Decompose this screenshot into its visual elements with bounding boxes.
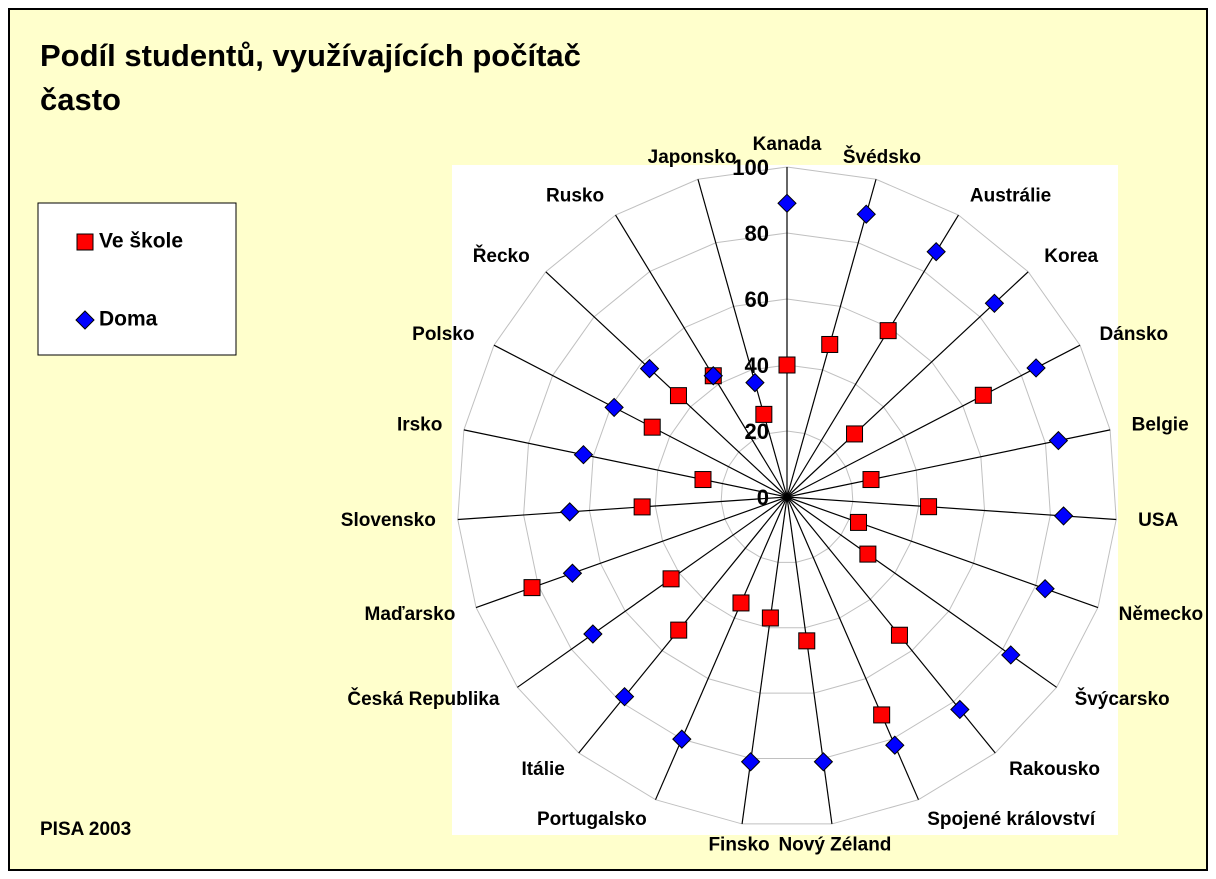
data-point: [670, 621, 688, 639]
spoke: [654, 496, 788, 800]
category-label: Portugalsko: [537, 809, 647, 830]
legend-label: Ve škole: [99, 230, 183, 253]
r-tick-label: 40: [745, 353, 769, 378]
data-point: [873, 706, 891, 724]
category-label: Belgie: [1132, 414, 1189, 435]
data-point: [1035, 579, 1055, 599]
category-label: Rakousko: [1009, 759, 1100, 780]
spoke: [697, 179, 788, 498]
category-label: Dánsko: [1100, 324, 1169, 345]
legend-label: Doma: [99, 308, 158, 331]
data-point: [560, 502, 580, 522]
data-point: [694, 471, 712, 489]
data-point: [821, 335, 839, 353]
grid-line: [654, 364, 920, 629]
spoke: [545, 271, 788, 498]
data-point: [639, 358, 660, 379]
chart-title: Podíl studentů, využívajících počítač čas…: [40, 38, 581, 117]
r-tick-label: 20: [745, 419, 769, 444]
data-point: [745, 372, 765, 393]
spoke: [517, 496, 788, 688]
category-label: Řecko: [473, 245, 530, 267]
data-point: [669, 387, 687, 405]
data-point: [1026, 358, 1046, 378]
category-label: Irsko: [397, 414, 442, 435]
legend-marker: [75, 310, 95, 330]
r-tick-label: 100: [732, 155, 769, 180]
data-point: [1048, 430, 1069, 451]
legend: [37, 202, 237, 356]
category-label: Korea: [1044, 246, 1098, 267]
data-point: [573, 444, 594, 465]
data-point: [950, 699, 970, 720]
spoke: [786, 214, 959, 498]
note: PISA 2003: [40, 819, 131, 840]
data-point: [1001, 645, 1021, 665]
data-point: [604, 397, 624, 418]
data-point: [798, 632, 816, 650]
data-point: [672, 729, 692, 749]
data-point: [862, 471, 880, 489]
r-tick-label: 80: [745, 221, 769, 246]
spoke: [493, 344, 788, 498]
grid-line: [720, 430, 854, 563]
category-label: Švýcarsko: [1075, 688, 1170, 710]
data-point: [846, 425, 864, 443]
data-point: [813, 752, 834, 772]
category-label: Německo: [1119, 604, 1204, 625]
data-point: [777, 193, 797, 214]
r-tick-label: 60: [745, 287, 769, 312]
data-point: [740, 752, 761, 772]
spoke: [463, 429, 788, 498]
data-point: [850, 513, 868, 531]
category-label: Japonsko: [648, 147, 737, 168]
spoke: [457, 496, 788, 521]
legend-marker: [76, 233, 94, 251]
category-label: Česká Republika: [347, 688, 499, 710]
data-point: [614, 686, 635, 707]
data-point: [633, 498, 651, 516]
category-label: Itálie: [522, 759, 565, 780]
category-label: Austrálie: [970, 185, 1051, 206]
data-point: [859, 545, 877, 563]
category-label: Nový Zéland: [778, 835, 891, 856]
spoke: [786, 271, 1029, 498]
grid-line: [457, 166, 1117, 825]
data-point: [662, 570, 680, 588]
data-point: [643, 418, 661, 436]
data-point: [778, 356, 796, 374]
data-point: [984, 293, 1005, 313]
data-point: [761, 609, 779, 627]
data-point: [890, 626, 908, 644]
r-tick-label: 0: [757, 485, 769, 510]
spoke: [615, 214, 788, 498]
grid-line: [523, 232, 1051, 760]
category-label: Kanada: [753, 134, 822, 155]
data-point: [583, 624, 603, 644]
category-label: Švédsko: [843, 146, 921, 168]
data-point: [732, 594, 750, 612]
data-point: [926, 241, 946, 262]
data-point: [879, 322, 897, 340]
grid-line: [588, 298, 986, 694]
data-point: [1053, 506, 1074, 526]
data-point: [885, 735, 905, 755]
category-label: USA: [1138, 510, 1178, 531]
data-point: [856, 204, 876, 224]
category-label: Polsko: [412, 324, 474, 345]
data-point: [523, 579, 541, 597]
category-label: Slovensko: [341, 510, 436, 531]
category-label: Spojené království: [927, 809, 1096, 830]
data-point: [703, 366, 723, 386]
category-label: Rusko: [546, 185, 604, 206]
data-point: [974, 386, 992, 404]
data-point: [755, 405, 773, 423]
category-label: Finsko: [708, 835, 769, 856]
data-point: [920, 498, 938, 516]
category-label: Maďarsko: [365, 604, 456, 625]
data-point: [562, 563, 583, 583]
